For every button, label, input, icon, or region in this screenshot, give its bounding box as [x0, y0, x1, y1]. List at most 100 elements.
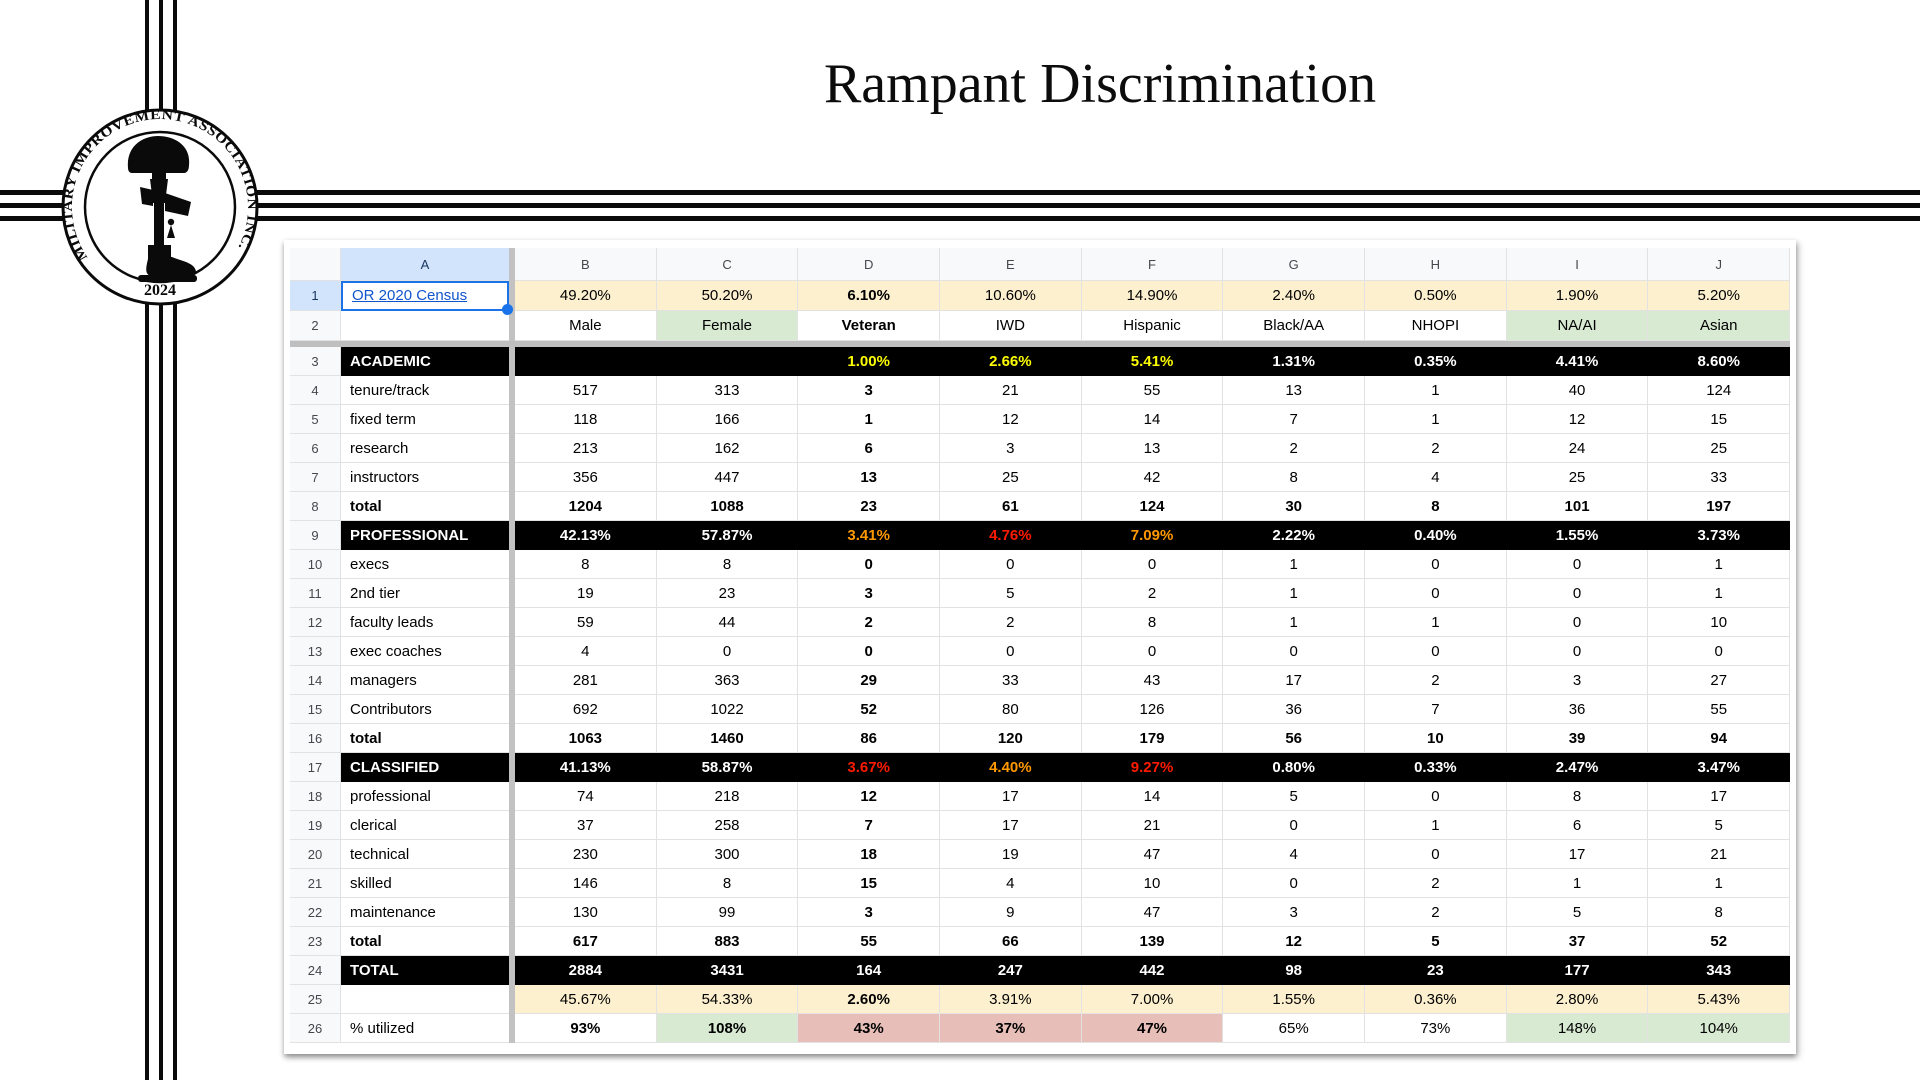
cell-A8[interactable]: total	[341, 492, 509, 521]
census-link[interactable]: OR 2020 Census	[352, 287, 468, 304]
cell-G17[interactable]: 0.80%	[1223, 753, 1366, 782]
cell-B13[interactable]: 4	[515, 637, 657, 666]
cell-C13[interactable]: 0	[656, 637, 799, 666]
cell-B25[interactable]: 45.67%	[515, 985, 657, 1014]
cell-H25[interactable]: 0.36%	[1365, 985, 1507, 1014]
cell-C8[interactable]: 1088	[656, 492, 799, 521]
cell-D13[interactable]: 0	[798, 637, 941, 666]
cell-G19[interactable]: 0	[1223, 811, 1366, 840]
cell-F15[interactable]: 126	[1081, 695, 1224, 724]
cell-H4[interactable]: 1	[1365, 376, 1507, 405]
cell-D18[interactable]: 12	[798, 782, 941, 811]
cell-A21[interactable]: skilled	[341, 869, 509, 898]
cell-A19[interactable]: clerical	[341, 811, 509, 840]
cell-C3[interactable]	[656, 347, 799, 376]
cell-A15[interactable]: Contributors	[341, 695, 509, 724]
cell-I6[interactable]: 24	[1506, 434, 1649, 463]
cell-F7[interactable]: 42	[1081, 463, 1224, 492]
cell-G21[interactable]: 0	[1223, 869, 1366, 898]
select-all-corner[interactable]	[290, 248, 341, 281]
cell-H20[interactable]: 0	[1365, 840, 1507, 869]
cell-D4[interactable]: 3	[798, 376, 941, 405]
cell-B14[interactable]: 281	[515, 666, 657, 695]
column-letter-C[interactable]: C	[656, 248, 799, 281]
cell-I15[interactable]: 36	[1506, 695, 1649, 724]
cell-B24[interactable]: 2884	[515, 956, 657, 985]
cell-J9[interactable]: 3.73%	[1648, 521, 1791, 550]
cell-F22[interactable]: 47	[1081, 898, 1224, 927]
cell-A7[interactable]: instructors	[341, 463, 509, 492]
column-letter-B[interactable]: B	[515, 248, 657, 281]
cell-J3[interactable]: 8.60%	[1648, 347, 1791, 376]
cell-H15[interactable]: 7	[1365, 695, 1507, 724]
cell-B15[interactable]: 692	[515, 695, 657, 724]
cell-J22[interactable]: 8	[1648, 898, 1791, 927]
cell-C26[interactable]: 108%	[656, 1014, 799, 1043]
cell-E18[interactable]: 17	[940, 782, 1082, 811]
cell-C15[interactable]: 1022	[656, 695, 799, 724]
row-number-4[interactable]: 4	[290, 376, 341, 405]
cell-J15[interactable]: 55	[1648, 695, 1791, 724]
row-number-22[interactable]: 22	[290, 898, 341, 927]
cell-F25[interactable]: 7.00%	[1081, 985, 1224, 1014]
cell-J25[interactable]: 5.43%	[1648, 985, 1791, 1014]
row-number-26[interactable]: 26	[290, 1014, 341, 1043]
cell-A10[interactable]: execs	[341, 550, 509, 579]
cell-I17[interactable]: 2.47%	[1506, 753, 1649, 782]
row-number-8[interactable]: 8	[290, 492, 341, 521]
cell-E2[interactable]: IWD	[940, 311, 1082, 341]
cell-C1[interactable]: 50.20%	[656, 281, 799, 311]
row-number-19[interactable]: 19	[290, 811, 341, 840]
cell-I23[interactable]: 37	[1506, 927, 1649, 956]
cell-J11[interactable]: 1	[1648, 579, 1791, 608]
cell-H18[interactable]: 0	[1365, 782, 1507, 811]
cell-H21[interactable]: 2	[1365, 869, 1507, 898]
cell-I14[interactable]: 3	[1506, 666, 1649, 695]
cell-E13[interactable]: 0	[940, 637, 1082, 666]
cell-F8[interactable]: 124	[1081, 492, 1224, 521]
cell-B23[interactable]: 617	[515, 927, 657, 956]
cell-D14[interactable]: 29	[798, 666, 941, 695]
column-letter-E[interactable]: E	[940, 248, 1082, 281]
cell-B21[interactable]: 146	[515, 869, 657, 898]
row-number-14[interactable]: 14	[290, 666, 341, 695]
cell-F23[interactable]: 139	[1081, 927, 1224, 956]
cell-F18[interactable]: 14	[1081, 782, 1224, 811]
cell-B6[interactable]: 213	[515, 434, 657, 463]
cell-D15[interactable]: 52	[798, 695, 941, 724]
cell-D20[interactable]: 18	[798, 840, 941, 869]
cell-I25[interactable]: 2.80%	[1506, 985, 1649, 1014]
cell-G20[interactable]: 4	[1223, 840, 1366, 869]
cell-J7[interactable]: 33	[1648, 463, 1791, 492]
cell-I19[interactable]: 6	[1506, 811, 1649, 840]
cell-D8[interactable]: 23	[798, 492, 941, 521]
cell-E6[interactable]: 3	[940, 434, 1082, 463]
cell-E5[interactable]: 12	[940, 405, 1082, 434]
cell-I11[interactable]: 0	[1506, 579, 1649, 608]
cell-I5[interactable]: 12	[1506, 405, 1649, 434]
cell-C14[interactable]: 363	[656, 666, 799, 695]
cell-G12[interactable]: 1	[1223, 608, 1366, 637]
row-number-2[interactable]: 2	[290, 311, 341, 341]
cell-G25[interactable]: 1.55%	[1223, 985, 1366, 1014]
cell-E15[interactable]: 80	[940, 695, 1082, 724]
cell-F13[interactable]: 0	[1081, 637, 1224, 666]
cell-B16[interactable]: 1063	[515, 724, 657, 753]
cell-J21[interactable]: 1	[1648, 869, 1791, 898]
cell-H7[interactable]: 4	[1365, 463, 1507, 492]
cell-C10[interactable]: 8	[656, 550, 799, 579]
cell-E26[interactable]: 37%	[940, 1014, 1082, 1043]
cell-E1[interactable]: 10.60%	[940, 281, 1082, 311]
cell-A14[interactable]: managers	[341, 666, 509, 695]
cell-H9[interactable]: 0.40%	[1365, 521, 1507, 550]
cell-C19[interactable]: 258	[656, 811, 799, 840]
cell-J8[interactable]: 197	[1648, 492, 1791, 521]
cell-C7[interactable]: 447	[656, 463, 799, 492]
cell-D1[interactable]: 6.10%	[798, 281, 941, 311]
cell-F14[interactable]: 43	[1081, 666, 1224, 695]
row-number-16[interactable]: 16	[290, 724, 341, 753]
cell-D12[interactable]: 2	[798, 608, 941, 637]
cell-B8[interactable]: 1204	[515, 492, 657, 521]
cell-D22[interactable]: 3	[798, 898, 941, 927]
cell-B19[interactable]: 37	[515, 811, 657, 840]
